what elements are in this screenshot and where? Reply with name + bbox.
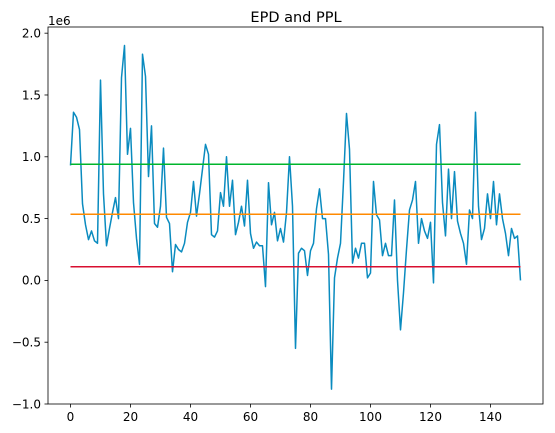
x-tick-label: 120 — [419, 410, 442, 424]
y-tick-label: 0.5 — [22, 212, 41, 226]
plot-frame — [47, 26, 544, 405]
x-tick-label: 20 — [123, 410, 138, 424]
y-tick-label: 2.0 — [22, 26, 41, 40]
series-line-1 — [69, 44, 522, 390]
x-tick-label: 40 — [183, 410, 198, 424]
x-tick-label: 0 — [67, 410, 75, 424]
y-tick-label: 0.0 — [22, 274, 41, 288]
x-tick-label: 100 — [359, 410, 382, 424]
x-tick-label: 60 — [243, 410, 258, 424]
y-axis-offset-label: 1e6 — [48, 14, 71, 28]
y-tick-label: −1.0 — [12, 397, 41, 411]
series-layer — [69, 44, 522, 390]
x-tick-label: 80 — [303, 410, 318, 424]
y-tick-label: 1.0 — [22, 150, 41, 164]
axes-layer: 0 20 40 60 80 100 120 140 −1.0 −0.5 0.0 0.5 1.0 1.5 2.… — [12, 26, 544, 424]
x-tick-label: 140 — [479, 410, 502, 424]
y-tick-label: 1.5 — [22, 88, 41, 102]
chart-title: EPD and PPL — [250, 10, 341, 26]
y-tick-label: −0.5 — [12, 335, 41, 349]
